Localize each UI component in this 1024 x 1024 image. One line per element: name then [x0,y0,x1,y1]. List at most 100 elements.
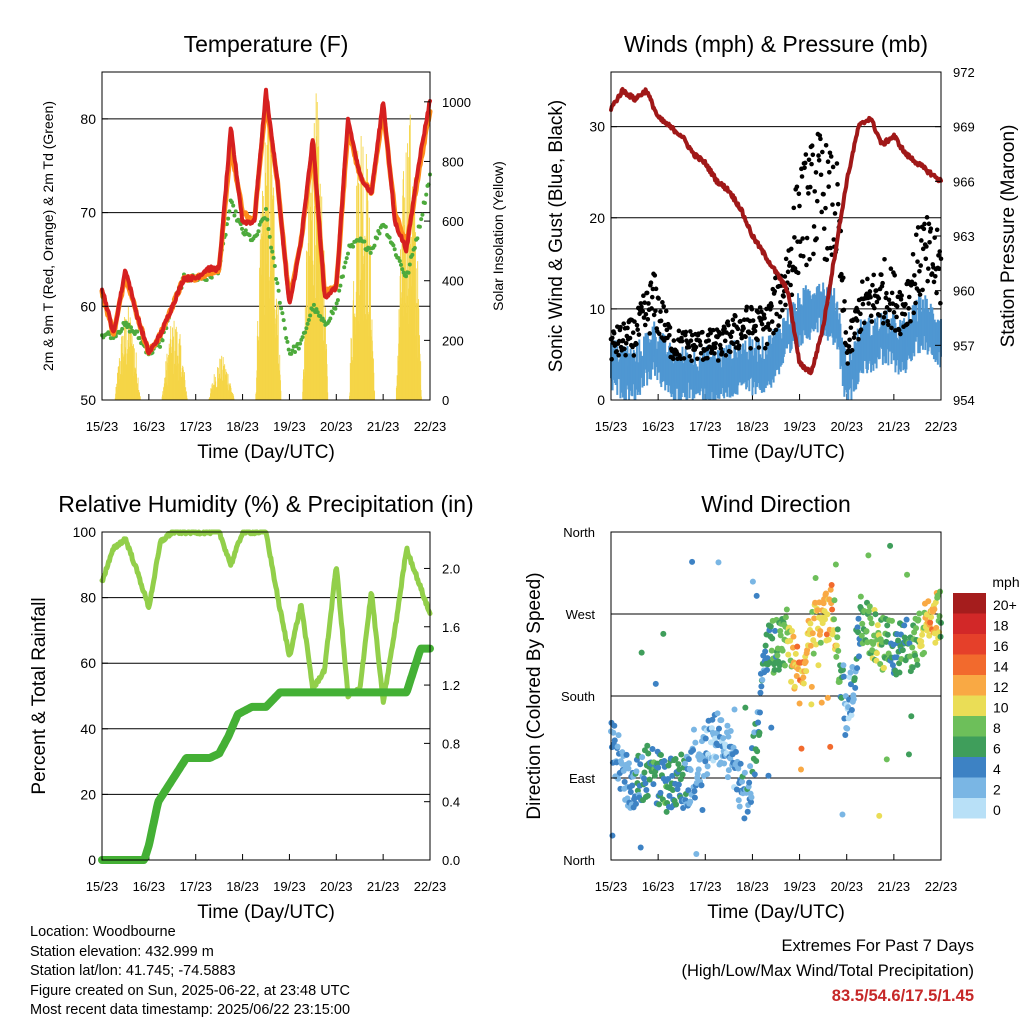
gust-point [687,354,692,359]
gust-point [847,337,852,343]
direction-point [643,786,650,793]
direction-point [822,590,829,597]
dewpoint-point [362,239,367,244]
legend-swatch [953,613,986,634]
direction-point [928,614,935,621]
gust-point [645,317,651,322]
panel-winds: Winds (mph) & Pressure (mb) 15/23 16/23 17/… [546,31,1019,463]
gust-point [886,322,891,328]
dewpoint-point [338,283,343,288]
gust-point [777,314,783,319]
direction-point [666,792,673,799]
gust-point [794,184,800,190]
gust-point [884,290,889,296]
dewpoint-point [406,270,411,275]
dewpoint-point [318,314,323,319]
dewpoint-point [296,346,301,351]
direction-point [815,662,822,669]
direction-point [803,668,810,675]
direction-point [642,780,649,787]
solar-series [114,93,422,400]
gust-point [911,310,917,316]
legend-label: 8 [993,720,1001,736]
dewpoint-point [305,321,310,326]
direction-point [702,735,709,742]
gust-point [858,327,864,333]
gust-point [915,259,920,264]
panel-wind_direction: Wind Direction 15/23 16/23 17/23 18/23 19/23 2… [524,491,1020,923]
elevation-text: Station elevation: 432.999 m [30,943,214,960]
direction-point [611,737,618,744]
direction-point [814,607,821,614]
gust-point [658,309,663,314]
dewpoint-point [346,251,350,256]
direction-point [788,678,795,685]
dewpoint-point [400,267,405,272]
gust-point [895,294,901,300]
gust-point [891,310,897,315]
gust-point [634,341,639,347]
direction-point [839,666,846,673]
gust-point [762,315,767,321]
direction-point [834,634,841,641]
gust-point [820,149,825,155]
gust-point [913,300,918,306]
gust-point [840,275,846,281]
direction-point [736,803,743,810]
gust-point [910,251,916,257]
gust-point [880,280,885,286]
gust-point [623,352,628,358]
direction-point [722,743,729,750]
x-axis-label: Time (Day/UTC) [197,442,335,463]
dewpoint-point [135,329,140,334]
dewpoint-point [284,336,289,341]
rh-line [99,529,433,705]
gust-point [752,328,758,334]
dewpoint-point [233,209,238,214]
direction-point [854,624,861,631]
direction-point [800,674,807,681]
y-tick-label: East [569,771,595,786]
y2-tick-label: 972 [953,65,975,80]
direction-point [812,574,819,581]
direction-point [842,732,849,739]
y2-tick-label: 800 [442,154,464,169]
gust-point [749,306,755,312]
direction-point [808,701,815,708]
gust-point [731,341,736,347]
gust-point [915,225,921,230]
x-axis-label: Time (Day/UTC) [707,902,845,923]
direction-point [677,776,684,783]
gust-point [797,203,802,209]
dewpoint-point [126,322,131,327]
gust-point [730,317,736,323]
direction-point [824,694,831,701]
dewpoint-point [255,232,260,237]
gust-point [898,297,904,302]
y-tick-label: 40 [80,721,96,737]
dewpoint-point [315,310,320,315]
direction-point [808,683,815,690]
direction-point [785,651,792,658]
gust-point [795,270,801,276]
dewpoint-point [256,229,261,234]
legend-label: 4 [993,761,1001,777]
gust-point [611,330,617,336]
gust-point [621,321,626,326]
direction-point [833,653,840,660]
x-tick-label: 19/23 [783,879,816,894]
plot-border [101,71,431,401]
gust-point [876,296,882,301]
legend-swatch [953,654,986,675]
dewpoint-point [247,233,252,238]
gust-point [917,268,922,274]
gust-point [636,332,642,337]
precip-line [98,644,434,864]
gust-point [689,358,694,364]
gust-point [679,338,685,344]
direction-point [822,616,829,623]
direction-point [775,666,782,673]
x-tick-label: 15/23 [595,879,628,894]
gust-point [755,337,760,343]
gust-point [809,161,814,167]
